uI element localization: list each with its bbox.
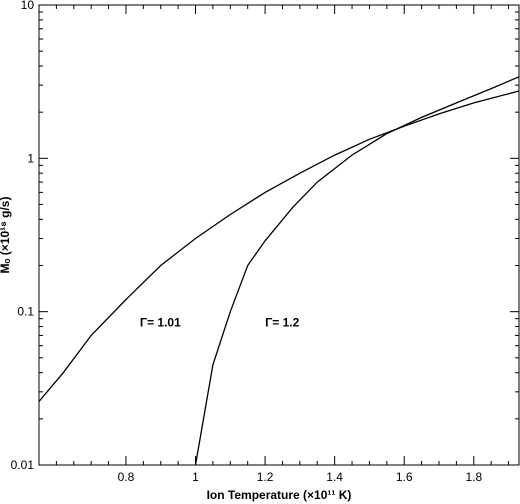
series-group <box>38 76 520 466</box>
series-annotation: Γ= 1.01 <box>140 315 181 329</box>
y-tick-label: 1 <box>27 151 34 165</box>
x-tick-label: 1.6 <box>396 470 413 484</box>
tick-labels: 0.8 1 1.2 1.4 1.6 1.8 0.01 0.1 1 10 <box>11 0 483 484</box>
y-tick-label: 10 <box>21 0 35 12</box>
x-tick-label: 1.2 <box>257 470 274 484</box>
x-tick-label: 0.8 <box>118 470 135 484</box>
x-axis-label: Ion Temperature (×10¹¹ K) <box>207 488 352 502</box>
annotations: Γ= 1.01 Γ= 1.2 <box>140 315 300 329</box>
x-tick-label: 1.8 <box>465 470 482 484</box>
y-tick-label: 0.1 <box>17 305 34 319</box>
series-line <box>38 90 520 402</box>
plot-frame <box>38 4 520 466</box>
y-tick-label: 0.01 <box>11 458 35 472</box>
series-annotation: Γ= 1.2 <box>265 315 300 329</box>
y-axis-label: Ṁₒ (×10¹⁸ g/s) <box>0 197 12 274</box>
x-tick-label: 1.4 <box>326 470 343 484</box>
ticks <box>39 4 519 466</box>
x-tick-label: 1 <box>192 470 199 484</box>
series-line <box>194 76 520 466</box>
